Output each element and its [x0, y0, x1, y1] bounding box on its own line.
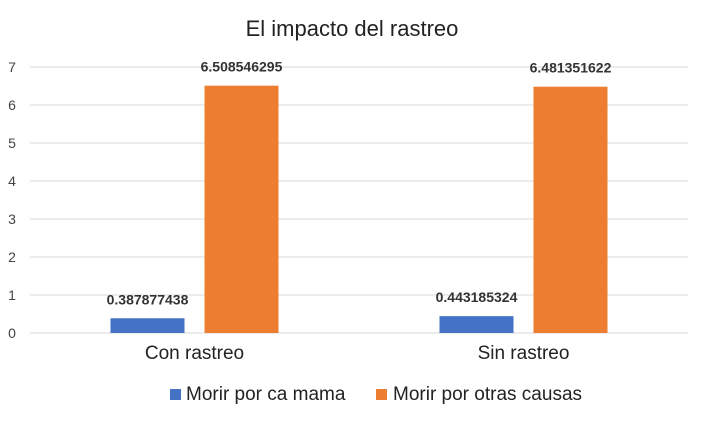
data-labels: 0.387877438 6.508546295 0.443185324 6.48135…	[107, 59, 612, 308]
y-tick-label: 7	[8, 59, 16, 75]
y-tick-label: 4	[8, 173, 16, 189]
y-tick-label: 6	[8, 97, 16, 113]
x-category-label: Con rastreo	[145, 343, 244, 364]
y-tick-label: 1	[8, 287, 16, 303]
chart-title: El impacto del rastreo	[246, 16, 459, 41]
legend-swatch	[170, 389, 181, 400]
data-label: 0.443185324	[436, 289, 518, 305]
legend-label: Morir por ca mama	[186, 384, 346, 405]
bar-morir-por-otras-causas	[204, 85, 279, 334]
legend-label: Morir por otras causas	[393, 384, 582, 405]
y-tick-label: 5	[8, 135, 16, 151]
y-tick-label: 3	[8, 211, 16, 227]
legend-swatch	[376, 389, 387, 400]
bar-morir-por-ca-mama	[439, 316, 514, 333]
x-category-label: Sin rastreo	[478, 343, 570, 364]
y-tick-label: 0	[8, 325, 16, 341]
bar-morir-por-ca-mama	[110, 318, 185, 333]
legend: Morir por ca mama Morir por otras causas	[170, 384, 582, 405]
data-label: 6.508546295	[201, 59, 283, 75]
bar-morir-por-otras-causas	[533, 86, 608, 333]
bars	[110, 85, 608, 334]
y-axis-ticks: 0 1 2 3 4 5 6 7	[8, 59, 16, 341]
data-label: 6.481351622	[530, 60, 612, 76]
y-tick-label: 2	[8, 249, 16, 265]
gridlines	[30, 66, 688, 334]
x-axis-categories: Con rastreo Sin rastreo	[145, 343, 570, 364]
data-label: 0.387877438	[107, 291, 189, 307]
